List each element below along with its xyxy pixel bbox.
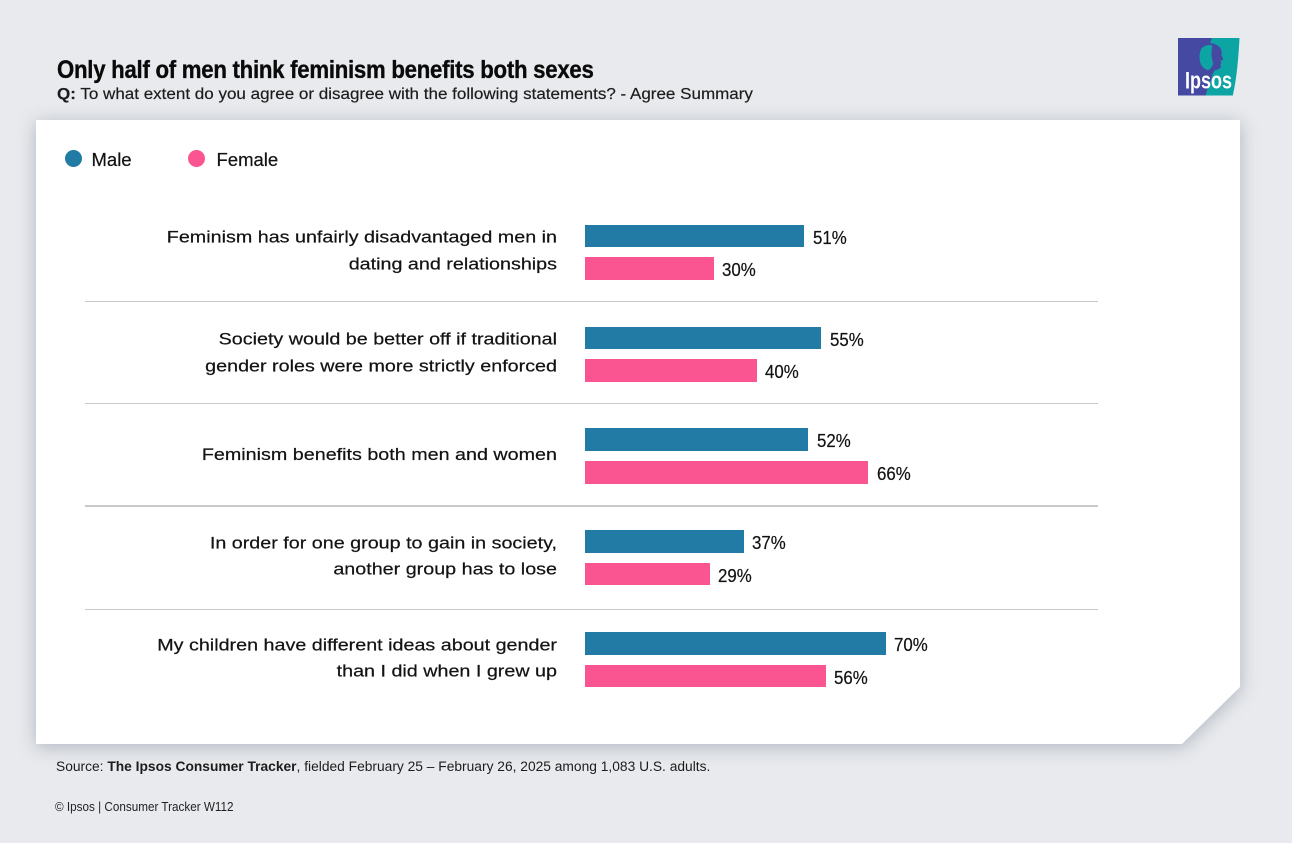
svg-text:Ipsos: Ipsos — [1185, 68, 1232, 95]
